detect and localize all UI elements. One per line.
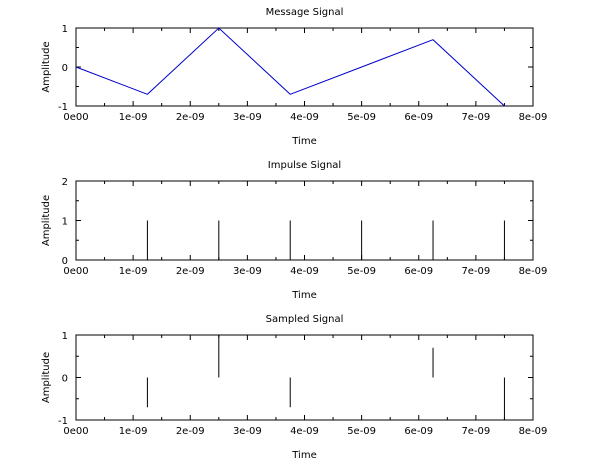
x-tick-label: 6e-09	[404, 426, 433, 437]
x-tick-label: 8e-09	[519, 266, 548, 277]
x-tick-label: 6e-09	[404, 266, 433, 277]
plot-frame	[75, 334, 534, 421]
x-tick-label: 4e-09	[290, 112, 319, 123]
chart-panel-3: Sampled Signal 0e00 1e-09 2e-09 3e-09 4e-09 5e…	[41, 314, 547, 460]
x-tick-label: 3e-09	[233, 112, 262, 123]
plot-frame	[75, 27, 534, 107]
x-tick-label: 8e-09	[519, 426, 548, 437]
x-axis-label: Time	[291, 290, 316, 301]
x-tick-label: 3e-09	[233, 426, 262, 437]
x-tick-label: 2e-09	[176, 266, 205, 277]
y-tick-label: 1	[62, 217, 68, 228]
x-tick-label: 8e-09	[519, 112, 548, 123]
x-tick-label: 4e-09	[290, 426, 319, 437]
plot-frame	[75, 180, 534, 261]
x-tick-label: 3e-09	[233, 266, 262, 277]
x-tick-label: 5e-09	[347, 266, 376, 277]
x-tick-label: 5e-09	[347, 426, 376, 437]
y-tick-label: -1	[58, 416, 68, 427]
chart-title: Impulse Signal	[268, 160, 341, 171]
y-tick-label: 0	[62, 256, 68, 267]
chart-title: Message Signal	[266, 7, 344, 18]
y-tick-label: 0	[62, 63, 68, 74]
x-axis-label: Time	[291, 136, 316, 147]
x-tick-label: 5e-09	[347, 112, 376, 123]
x-tick-label: 2e-09	[176, 426, 205, 437]
y-tick-label: -1	[58, 102, 68, 113]
x-tick-label: 6e-09	[404, 112, 433, 123]
x-tick-label: 0e00	[63, 426, 88, 437]
x-axis-label: Time	[291, 450, 316, 460]
x-tick-label: 7e-09	[461, 112, 490, 123]
y-axis-label: Amplitude	[41, 41, 52, 92]
x-tick-label: 1e-09	[119, 266, 148, 277]
chart-panel-2: Impulse Signal 0e00 1e-09 2e-09 3e-09 4e-09 5e…	[41, 160, 547, 301]
series-line	[75, 27, 505, 107]
x-tick-label: 7e-09	[461, 266, 490, 277]
x-tick-label: 0e00	[63, 112, 88, 123]
y-tick-label: 1	[62, 331, 68, 342]
x-tick-label: 7e-09	[461, 426, 490, 437]
x-tick-label: 4e-09	[290, 266, 319, 277]
chart-panel-1: Message Signal 0e00 1e-09 2e-09 3e-09 4e-09 5e…	[41, 7, 547, 147]
chart-title: Sampled Signal	[266, 314, 344, 325]
x-tick-label: 0e00	[63, 266, 88, 277]
x-tick-label: 1e-09	[119, 112, 148, 123]
y-tick-label: 1	[62, 24, 68, 35]
x-tick-label: 2e-09	[176, 112, 205, 123]
x-tick-label: 1e-09	[119, 426, 148, 437]
y-tick-label: 0	[62, 374, 68, 385]
y-tick-label: 2	[62, 177, 68, 188]
y-axis-label: Amplitude	[41, 352, 52, 403]
y-axis-label: Amplitude	[41, 195, 52, 246]
